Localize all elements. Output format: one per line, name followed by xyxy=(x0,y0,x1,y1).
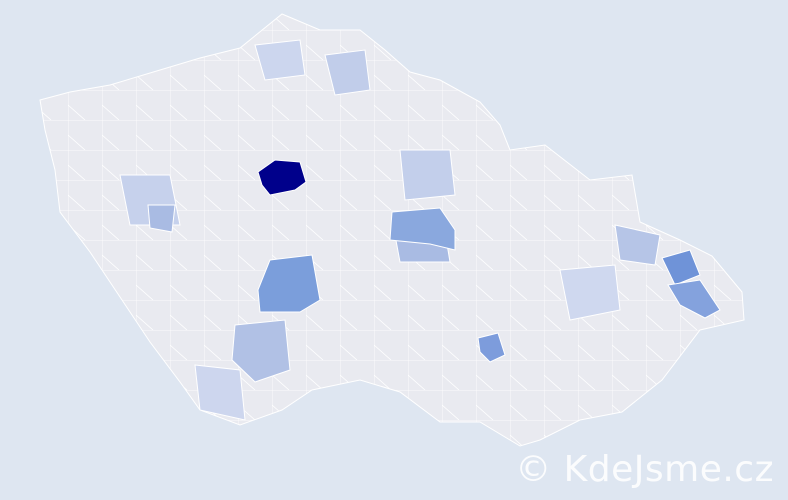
district-low[interactable] xyxy=(324,49,371,96)
district-low[interactable] xyxy=(399,149,456,201)
district-medium[interactable] xyxy=(614,224,661,266)
district-medium[interactable] xyxy=(147,204,176,233)
district-low[interactable] xyxy=(559,264,621,321)
watermark: © KdeJsme.cz xyxy=(515,449,774,490)
district-medium[interactable] xyxy=(231,319,291,383)
district-high[interactable] xyxy=(257,254,321,313)
district-high[interactable] xyxy=(477,332,506,363)
district-low[interactable] xyxy=(254,39,306,81)
district-high[interactable] xyxy=(667,279,721,319)
district-high[interactable] xyxy=(661,249,701,286)
district-high[interactable] xyxy=(389,207,456,251)
district-highest[interactable] xyxy=(257,159,307,196)
district-low[interactable] xyxy=(194,364,246,421)
